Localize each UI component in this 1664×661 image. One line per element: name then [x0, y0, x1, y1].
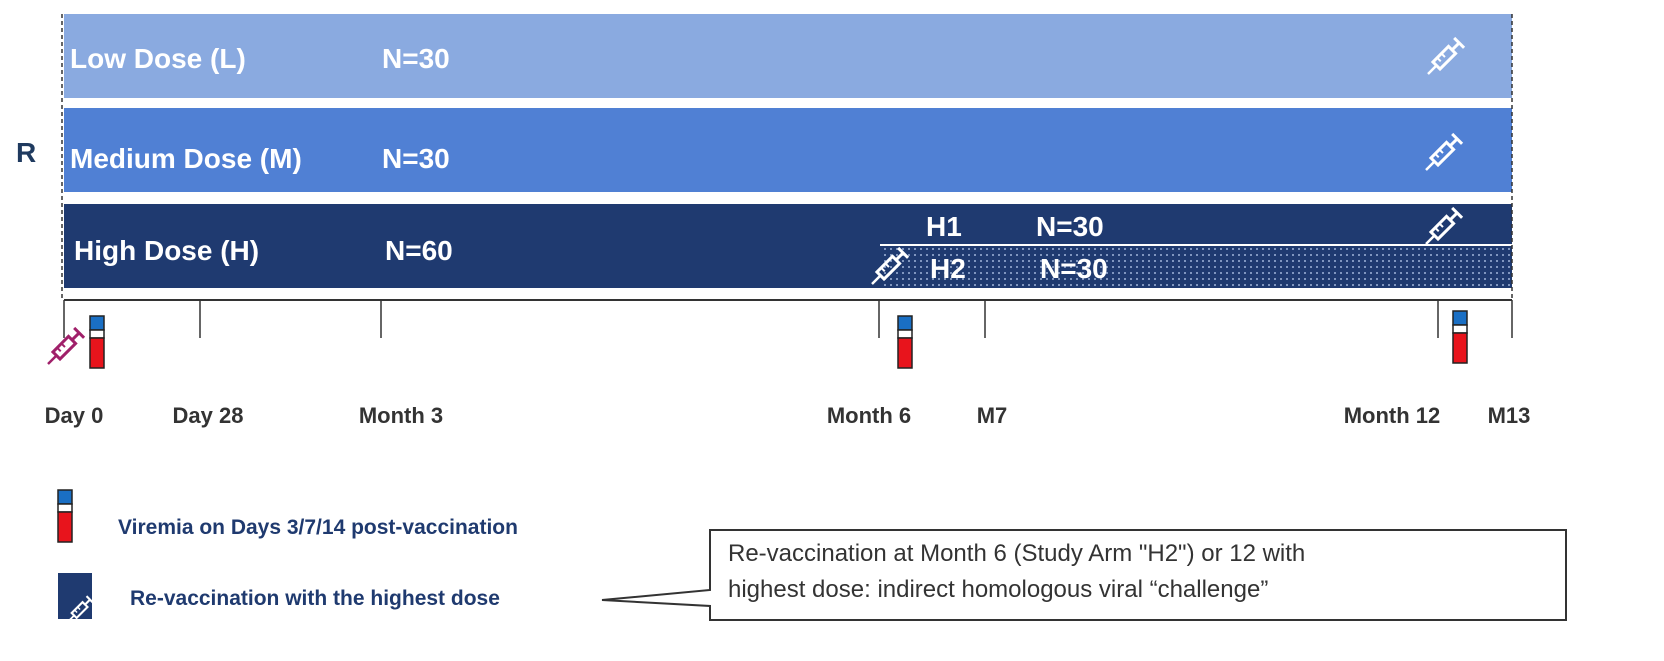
arm-n: N=30 [382, 43, 450, 74]
blood-tube [897, 315, 913, 369]
subarm-n: N=30 [1036, 211, 1104, 242]
time-label: Month 12 [1344, 403, 1441, 428]
time-label: M7 [977, 403, 1008, 428]
subarm-bar [880, 246, 1512, 288]
arm-n: N=30 [382, 143, 450, 174]
timeline-ticks [63, 300, 1513, 338]
arm-bar [64, 108, 1512, 192]
arm-label: Medium Dose (M) [70, 143, 302, 174]
blood-tube [89, 315, 105, 369]
subarm-label: H2 [930, 253, 966, 284]
callout-text: highest dose: indirect homologous viral … [728, 576, 1268, 603]
arm-n: N=60 [385, 235, 453, 266]
legend-tube [57, 489, 73, 543]
time-label: Day 0 [45, 403, 104, 428]
arm-label: High Dose (H) [74, 235, 259, 266]
time-label: Month 6 [827, 403, 911, 428]
callout-text: Re-vaccination at Month 6 (Study Arm "H2… [728, 540, 1305, 567]
time-label: Month 3 [359, 403, 443, 428]
legend-text: Re-vaccination with the highest dose [130, 587, 500, 610]
arm-label: Low Dose (L) [70, 43, 246, 74]
subarm-label: H1 [926, 211, 962, 242]
time-label: M13 [1488, 403, 1531, 428]
subarm-n: N=30 [1040, 253, 1108, 284]
callout-box [601, 529, 1567, 621]
arm-bar [64, 14, 1512, 98]
blood-tube [1452, 310, 1468, 364]
time-label: Day 28 [173, 403, 244, 428]
legend-text: Viremia on Days 3/7/14 post-vaccination [118, 516, 518, 539]
randomization: R [16, 137, 36, 168]
